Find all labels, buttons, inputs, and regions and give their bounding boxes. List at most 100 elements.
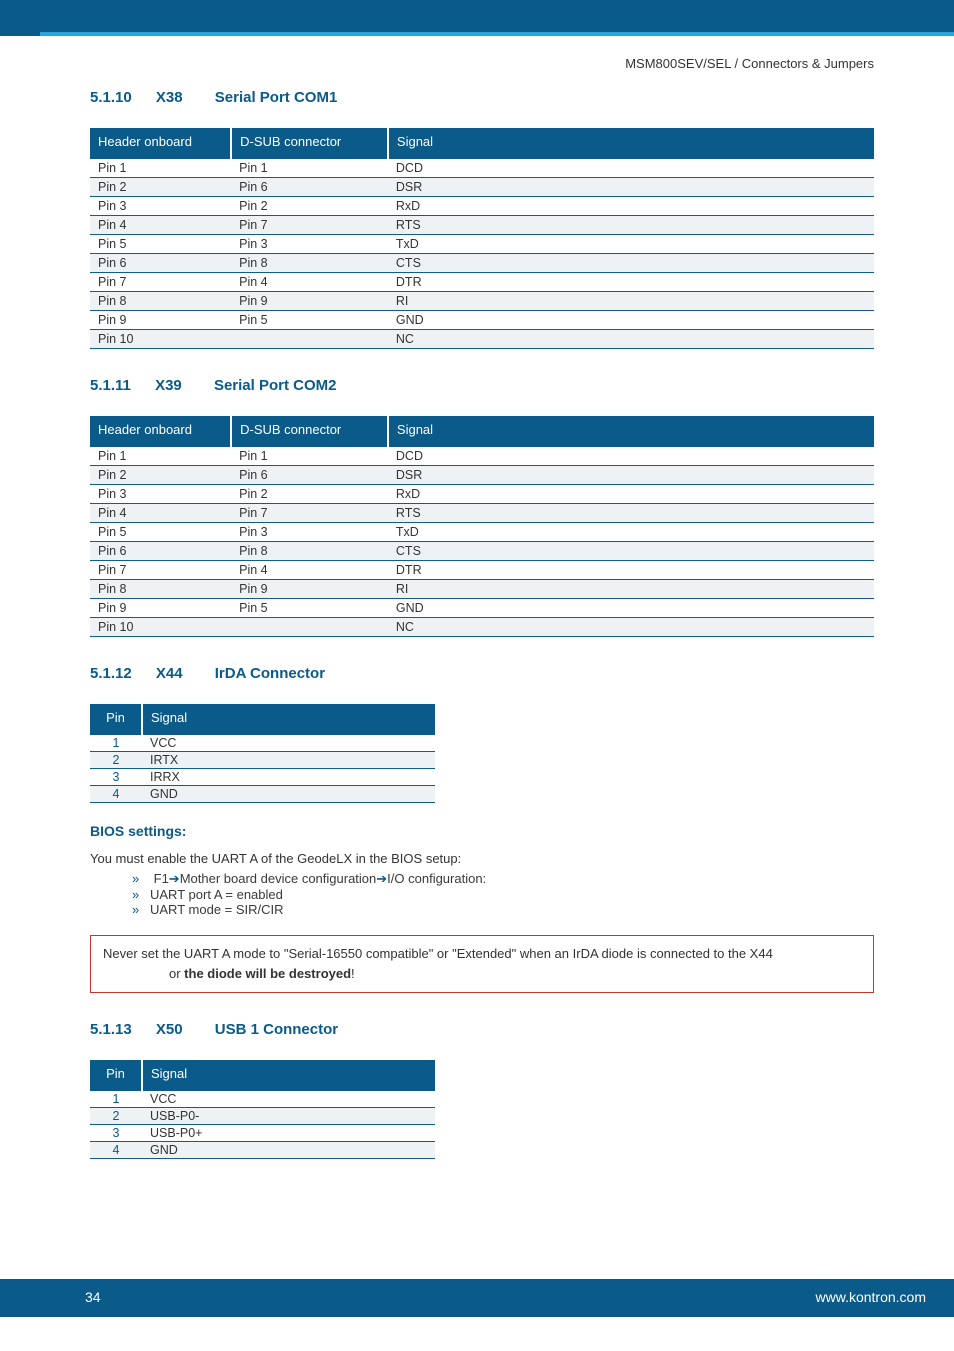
table-cell: Pin 4 xyxy=(90,504,231,523)
table-cell: Pin 3 xyxy=(90,485,231,504)
table-row: Pin 4Pin 7RTS xyxy=(90,216,874,235)
table-cell: NC xyxy=(388,618,874,637)
table-cell: Pin 2 xyxy=(231,197,388,216)
table-cell: Pin 9 xyxy=(231,580,388,599)
table-row: Pin 4Pin 7RTS xyxy=(90,504,874,523)
table-cell: RxD xyxy=(388,197,874,216)
table-cell: Pin 7 xyxy=(231,504,388,523)
table-cell: Pin 6 xyxy=(231,466,388,485)
table-cell-pin: 4 xyxy=(90,786,142,803)
bios-l1a: F1 xyxy=(154,871,169,886)
table-cell: Pin 9 xyxy=(231,292,388,311)
table-cell: Pin 4 xyxy=(90,216,231,235)
table-row: Pin 5Pin 3TxD xyxy=(90,235,874,254)
table-irda: Pin Signal 1VCC2IRTX3IRRX4GND xyxy=(90,704,435,803)
table-cell: Pin 1 xyxy=(90,447,231,466)
table-body-com1: Pin 1Pin 1DCDPin 2Pin 6DSRPin 3Pin 2RxDP… xyxy=(90,159,874,349)
table-cell: Pin 3 xyxy=(231,235,388,254)
breadcrumb: MSM800SEV/SEL / Connectors & Jumpers xyxy=(90,56,874,71)
section-ref: X50 xyxy=(156,1021,183,1038)
bios-list: F1➔Mother board device configuration➔I/O… xyxy=(132,871,874,917)
top-banner xyxy=(0,0,954,36)
table-cell-pin: 4 xyxy=(90,1141,142,1158)
table-row: Pin 2Pin 6DSR xyxy=(90,178,874,197)
table-row: Pin 8Pin 9RI xyxy=(90,292,874,311)
table-row: Pin 2Pin 6DSR xyxy=(90,466,874,485)
table-cell: RI xyxy=(388,292,874,311)
table-cell-signal: USB-P0+ xyxy=(142,1124,435,1141)
warning-l2a: or xyxy=(169,966,184,981)
table-cell: NC xyxy=(388,330,874,349)
section-heading-com1: 5.1.10 X38 Serial Port COM1 xyxy=(90,89,874,106)
table-cell: Pin 4 xyxy=(231,561,388,580)
section-title: USB 1 Connector xyxy=(215,1021,338,1038)
table-row: Pin 7Pin 4DTR xyxy=(90,561,874,580)
table-row: Pin 3Pin 2RxD xyxy=(90,197,874,216)
table-cell: Pin 8 xyxy=(90,292,231,311)
table-cell: Pin 8 xyxy=(231,254,388,273)
bios-l1b: Mother board device configuration xyxy=(180,871,377,886)
table-cell-pin: 2 xyxy=(90,752,142,769)
table-cell: RTS xyxy=(388,504,874,523)
table-row: Pin 6Pin 8CTS xyxy=(90,542,874,561)
section-title: Serial Port COM1 xyxy=(215,89,338,106)
table-com2: Header onboard D-SUB connector Signal Pi… xyxy=(90,416,874,637)
table-header: Pin xyxy=(90,704,142,735)
table-cell: Pin 5 xyxy=(231,599,388,618)
table-cell: RTS xyxy=(388,216,874,235)
table-row: 4GND xyxy=(90,1141,435,1158)
table-row: Pin 9Pin 5GND xyxy=(90,599,874,618)
table-cell: Pin 10 xyxy=(90,618,231,637)
table-body-usb1: 1VCC2USB-P0-3USB-P0+4GND xyxy=(90,1091,435,1159)
section-ref: X38 xyxy=(156,89,183,106)
bios-l1c: I/O configuration: xyxy=(387,871,486,886)
warning-box: Never set the UART A mode to "Serial-165… xyxy=(90,935,874,993)
table-row: Pin 5Pin 3TxD xyxy=(90,523,874,542)
table-cell: Pin 2 xyxy=(231,485,388,504)
table-cell xyxy=(231,618,388,637)
section-title: Serial Port COM2 xyxy=(214,377,337,394)
section-title: IrDA Connector xyxy=(215,665,325,682)
section-num: 5.1.13 xyxy=(90,1021,132,1038)
table-cell: GND xyxy=(388,599,874,618)
table-cell: GND xyxy=(388,311,874,330)
table-row: 3IRRX xyxy=(90,769,435,786)
table-row: 1VCC xyxy=(90,735,435,752)
warning-line2: or the diode will be destroyed! xyxy=(103,964,861,984)
table-cell: Pin 7 xyxy=(90,561,231,580)
table-cell: Pin 8 xyxy=(231,542,388,561)
table-cell: DCD xyxy=(388,159,874,178)
table-cell: Pin 6 xyxy=(90,542,231,561)
table-cell: Pin 9 xyxy=(90,311,231,330)
bios-intro: You must enable the UART A of the GeodeL… xyxy=(90,849,874,869)
section-heading-usb1: 5.1.13 X50 USB 1 Connector xyxy=(90,1021,874,1038)
table-cell-pin: 3 xyxy=(90,769,142,786)
table-cell: DTR xyxy=(388,273,874,292)
table-body-com2: Pin 1Pin 1DCDPin 2Pin 6DSRPin 3Pin 2RxDP… xyxy=(90,447,874,637)
table-cell-pin: 2 xyxy=(90,1107,142,1124)
table-com1: Header onboard D-SUB connector Signal Pi… xyxy=(90,128,874,349)
table-row: Pin 10NC xyxy=(90,330,874,349)
table-cell: CTS xyxy=(388,542,874,561)
table-header: Signal xyxy=(142,1060,435,1091)
table-cell: Pin 6 xyxy=(231,178,388,197)
table-cell-signal: GND xyxy=(142,786,435,803)
section-num: 5.1.11 xyxy=(90,377,131,394)
table-body-irda: 1VCC2IRTX3IRRX4GND xyxy=(90,735,435,803)
table-cell: Pin 1 xyxy=(231,447,388,466)
table-cell-signal: IRRX xyxy=(142,769,435,786)
section-num: 5.1.10 xyxy=(90,89,132,106)
table-header: Header onboard xyxy=(90,128,231,159)
table-cell: Pin 3 xyxy=(90,197,231,216)
warning-line1: Never set the UART A mode to "Serial-165… xyxy=(103,944,861,964)
table-cell-signal: IRTX xyxy=(142,752,435,769)
table-cell: Pin 2 xyxy=(90,178,231,197)
table-cell: DSR xyxy=(388,178,874,197)
table-cell: Pin 5 xyxy=(90,235,231,254)
table-cell: Pin 7 xyxy=(90,273,231,292)
table-cell: DSR xyxy=(388,466,874,485)
table-cell: Pin 9 xyxy=(90,599,231,618)
table-row: Pin 6Pin 8CTS xyxy=(90,254,874,273)
table-cell xyxy=(231,330,388,349)
table-cell: Pin 7 xyxy=(231,216,388,235)
